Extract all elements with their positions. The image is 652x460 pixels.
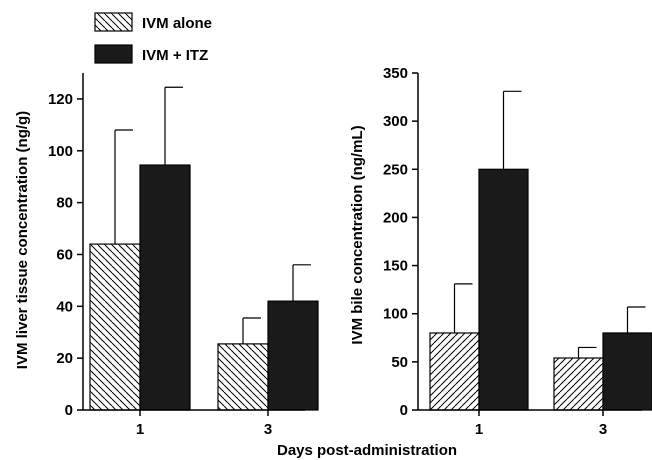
bile-y-tick-label-200: 200 bbox=[383, 209, 408, 226]
liver-x-tick-label-1: 1 bbox=[136, 421, 144, 438]
legend-label-ivm-itz: IVM + ITZ bbox=[142, 47, 208, 64]
liver-concentration-chart: IVM liver tissue concentration (ng/g) 0 2… bbox=[14, 73, 319, 438]
bile-y-tick-label-50: 50 bbox=[391, 354, 408, 371]
bile-y-tick-label-150: 150 bbox=[383, 258, 408, 275]
legend: IVM alone IVM + ITZ bbox=[94, 12, 212, 64]
liver-y-axis-title: IVM liver tissue concentration (ng/g) bbox=[14, 111, 31, 369]
liver-y-axis-title-group: IVM liver tissue concentration (ng/g) bbox=[14, 111, 31, 369]
bile-y-tick-label-350: 350 bbox=[383, 65, 408, 82]
liver-y-tick-label-100: 100 bbox=[48, 143, 73, 160]
legend-swatch-ivm-itz bbox=[94, 44, 133, 64]
liver-plot-area: 0 20 40 60 80 100 120 1 3 bbox=[48, 73, 319, 438]
liver-y-tick-label-20: 20 bbox=[56, 350, 73, 367]
liver-bar-ivm-itz-day-3 bbox=[267, 300, 319, 411]
liver-y-tick-label-40: 40 bbox=[56, 298, 73, 315]
bile-x-tick-label-1: 1 bbox=[475, 421, 483, 438]
bile-y-tick-label-0: 0 bbox=[400, 402, 408, 419]
bile-bar-ivm-alone-day-1 bbox=[429, 332, 480, 411]
liver-bar-ivm-alone-day-1 bbox=[89, 243, 141, 411]
bile-y-axis-title-group: IVM bile concentration (ng/mL) bbox=[349, 125, 366, 344]
bile-y-axis-title: IVM bile concentration (ng/mL) bbox=[349, 125, 366, 344]
bile-y-tick-label-250: 250 bbox=[383, 161, 408, 178]
bile-bar-ivm-itz-day-1 bbox=[478, 168, 529, 411]
liver-x-tick-label-3: 3 bbox=[264, 421, 272, 438]
liver-y-tick-label-120: 120 bbox=[48, 91, 73, 108]
liver-y-tick-label-80: 80 bbox=[56, 195, 73, 212]
liver-y-tick-label-60: 60 bbox=[56, 246, 73, 263]
bile-x-tick-label-3: 3 bbox=[599, 421, 607, 438]
bile-plot-area: 0 50 100 150 200 250 300 350 1 3 bbox=[383, 65, 652, 438]
x-axis-title: Days post-administration bbox=[277, 442, 457, 459]
bile-bar-ivm-itz-day-3 bbox=[602, 332, 652, 411]
liver-bar-ivm-alone-day-3 bbox=[217, 343, 269, 411]
liver-bar-ivm-itz-day-1 bbox=[139, 164, 191, 411]
bile-y-tick-label-100: 100 bbox=[383, 306, 408, 323]
legend-swatch-ivm-alone bbox=[94, 12, 133, 32]
bile-y-tick-label-300: 300 bbox=[383, 113, 408, 130]
liver-y-tick-label-0: 0 bbox=[65, 402, 73, 419]
bile-bar-ivm-alone-day-3 bbox=[553, 357, 604, 411]
bile-concentration-chart: IVM bile concentration (ng/mL) 0 50 100 150… bbox=[349, 65, 652, 438]
legend-label-ivm-alone: IVM alone bbox=[142, 15, 212, 32]
